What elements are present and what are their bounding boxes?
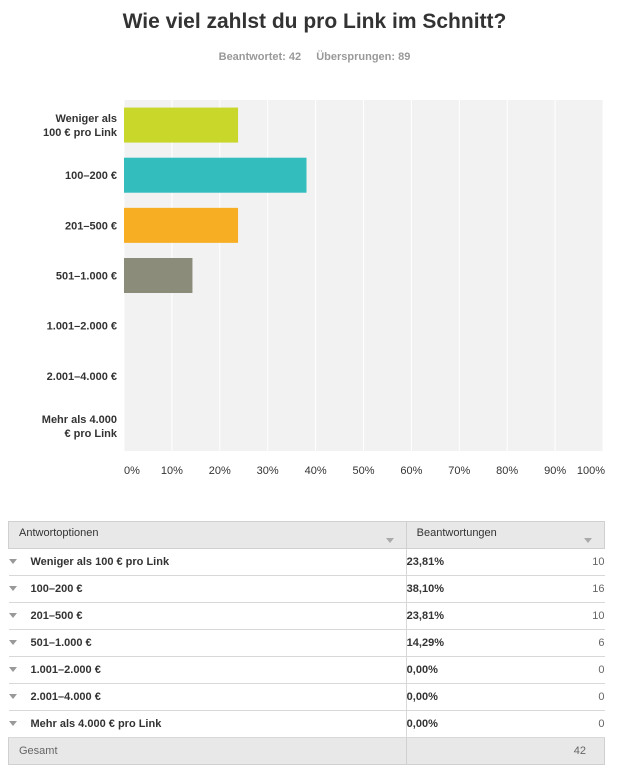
response-summary: Beantwortet: 42 Übersprungen: 89: [0, 51, 629, 63]
count-cell: 6: [552, 629, 605, 657]
percent-cell: 0,00%: [406, 710, 553, 738]
option-cell: 1.001–2.000 €: [8, 656, 407, 684]
count-cell: 0: [552, 683, 605, 711]
x-tick-label: 30%: [257, 465, 279, 477]
x-tick-label: 0%: [124, 465, 140, 477]
category-label: 1.001–2.000 €: [47, 321, 117, 333]
option-cell: 100–200 €: [8, 575, 407, 603]
total-row: Gesamt 42: [8, 737, 606, 765]
option-cell: Weniger als 100 € pro Link: [8, 548, 407, 576]
sort-caret-icon: [385, 538, 394, 543]
bar[interactable]: [124, 258, 193, 293]
percent-cell: 0,00%: [406, 656, 553, 684]
percent-cell: 23,81%: [406, 602, 553, 630]
table-row[interactable]: Weniger als 100 € pro Link 23,81% 10: [8, 548, 605, 576]
expand-caret-icon[interactable]: [8, 639, 17, 645]
x-tick-label: 10%: [161, 465, 183, 477]
percent-cell: 14,29%: [406, 629, 553, 657]
table-row[interactable]: 501–1.000 € 14,29% 6: [8, 629, 605, 657]
expand-caret-icon[interactable]: [8, 693, 17, 699]
category-label: 100–200 €: [65, 170, 117, 182]
expand-caret-icon[interactable]: [8, 666, 17, 672]
category-label: 201–500 €: [65, 220, 117, 232]
percent-cell: 38,10%: [406, 575, 553, 603]
option-label: 100–200 €: [30, 583, 83, 595]
option-cell: 201–500 €: [8, 602, 407, 630]
count-cell: 0: [552, 656, 605, 684]
percent-cell: 0,00%: [406, 683, 553, 711]
header-answer-options-label: Antwortoptionen: [19, 527, 99, 539]
table-row[interactable]: Mehr als 4.000 € pro Link 0,00% 0: [8, 710, 605, 738]
bar[interactable]: [124, 157, 307, 193]
category-label: Weniger als 100 € pro Link: [43, 113, 118, 139]
header-answer-options[interactable]: Antwortoptionen: [8, 521, 407, 549]
count-cell: 16: [552, 575, 605, 603]
option-cell: 2.001–4.000 €: [8, 683, 407, 711]
x-tick-label: 60%: [400, 465, 422, 477]
x-tick-label: 70%: [448, 465, 470, 477]
table-row[interactable]: 2.001–4.000 € 0,00% 0: [8, 683, 605, 711]
category-label: 2.001–4.000 €: [47, 371, 117, 383]
x-tick-label: 100%: [577, 465, 605, 477]
option-cell: Mehr als 4.000 € pro Link: [8, 710, 407, 738]
option-label: Mehr als 4.000 € pro Link: [30, 718, 162, 730]
header-responses-label: Beantwortungen: [416, 527, 497, 539]
count-cell: 10: [552, 602, 605, 630]
option-label: 2.001–4.000 €: [30, 691, 101, 703]
table-row[interactable]: 1.001–2.000 € 0,00% 0: [8, 656, 605, 684]
bar[interactable]: [124, 207, 239, 243]
expand-caret-icon[interactable]: [8, 612, 17, 618]
option-label: 201–500 €: [30, 610, 83, 622]
category-label: 501–1.000 €: [56, 271, 117, 283]
table-row[interactable]: 201–500 € 23,81% 10: [8, 602, 605, 630]
category-label: Mehr als 4.000 € pro Link: [42, 414, 118, 440]
bar[interactable]: [124, 107, 239, 143]
sort-caret-icon: [584, 538, 592, 543]
option-cell: 501–1.000 €: [8, 629, 407, 657]
expand-caret-icon[interactable]: [8, 720, 17, 726]
results-table: Antwortoptionen Beantwortungen Weniger a…: [8, 521, 606, 765]
bar-chart: Weniger als 100 € pro Link 100–200 € 201–50…: [42, 100, 605, 477]
skipped-count: Übersprungen: 89: [316, 51, 411, 63]
x-tick-label: 20%: [209, 465, 231, 477]
count-cell: 10: [552, 548, 605, 576]
x-tick-label: 40%: [305, 465, 327, 477]
total-value: 42: [405, 737, 606, 765]
question-title: Wie viel zahlst du pro Link im Schnitt?: [122, 10, 507, 33]
answered-count: Beantwortet: 42: [218, 51, 302, 63]
percent-cell: 23,81%: [406, 548, 553, 576]
x-tick-label: 80%: [496, 465, 518, 477]
expand-caret-icon[interactable]: [8, 558, 17, 564]
expand-caret-icon[interactable]: [8, 585, 17, 591]
x-tick-label: 50%: [352, 465, 374, 477]
x-tick-label: 90%: [544, 465, 566, 477]
header-responses[interactable]: Beantwortungen: [405, 521, 606, 549]
option-label: 501–1.000 €: [30, 637, 92, 649]
total-label: Gesamt: [8, 737, 407, 765]
count-cell: 0: [552, 710, 605, 738]
option-label: 1.001–2.000 €: [30, 664, 101, 676]
table-row[interactable]: 100–200 € 38,10% 16: [8, 575, 605, 603]
option-label: Weniger als 100 € pro Link: [30, 556, 170, 568]
